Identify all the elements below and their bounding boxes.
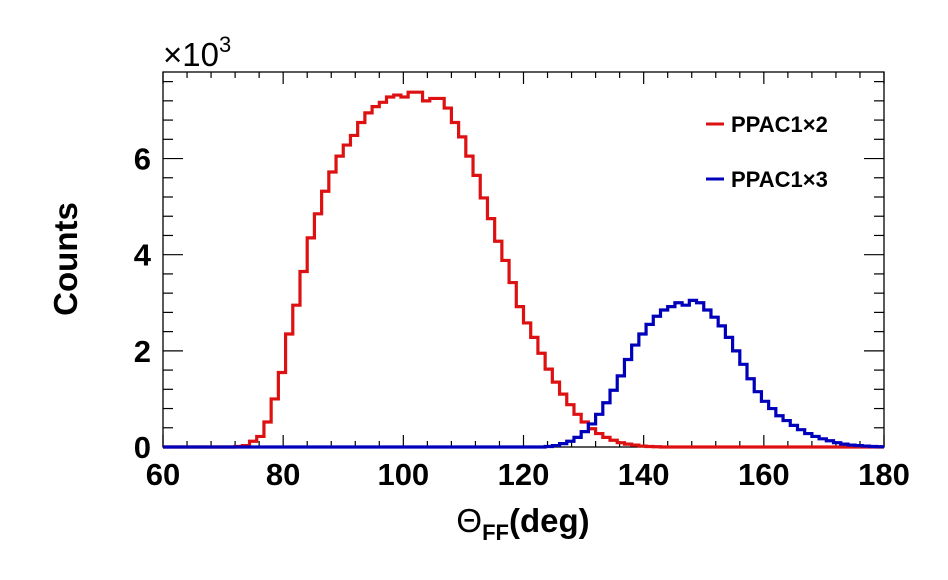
y-axis-title: Counts [47, 202, 84, 316]
axis-ticks [162, 72, 885, 448]
series-layer [163, 90, 884, 449]
series-line-ppac1-2 [163, 90, 884, 449]
series-line-ppac1-3 [163, 298, 884, 449]
y-tick-label: 0 [134, 430, 151, 465]
y-tick-label: 4 [134, 238, 152, 273]
axis-tick-labels: 60 80 100 120 140 160 180 0 2 4 6 [134, 142, 910, 492]
legend: PPAC1×2 PPAC1×3 [706, 112, 828, 192]
x-tick-label: 180 [858, 457, 910, 492]
y-multiplier-exponent: 3 [219, 32, 231, 57]
x-tick-label: 140 [618, 457, 670, 492]
x-tick-label: 160 [738, 457, 790, 492]
x-tick-label: 100 [377, 457, 429, 492]
x-axis-title-subscript: FF [482, 520, 509, 545]
legend-label-ppac1x2: PPAC1×2 [731, 112, 828, 137]
x-tick-label: 80 [266, 457, 300, 492]
y-multiplier: ×103 [163, 32, 231, 73]
x-tick-label: 120 [498, 457, 550, 492]
legend-label-ppac1x3: PPAC1×3 [731, 167, 828, 192]
x-tick-label: 60 [146, 457, 180, 492]
y-tick-label: 6 [134, 142, 151, 177]
x-axis-title-unit: (deg) [509, 502, 590, 539]
y-multiplier-base: ×10 [163, 36, 219, 73]
y-tick-label: 2 [134, 334, 151, 369]
x-axis-title-symbol: Θ [456, 502, 482, 539]
x-axis-title: ΘFF(deg) [456, 502, 589, 545]
